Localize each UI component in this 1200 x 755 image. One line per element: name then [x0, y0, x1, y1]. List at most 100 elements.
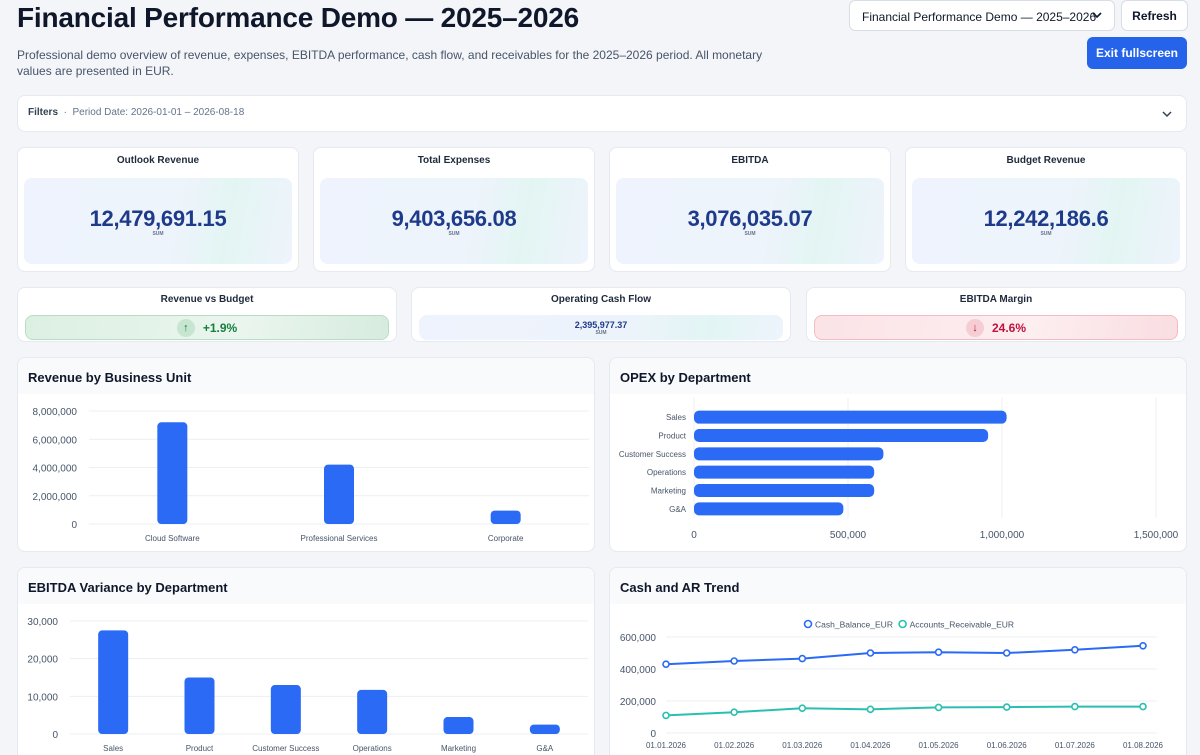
data-point	[798, 654, 807, 663]
kpi-agg: SUM	[152, 231, 164, 237]
y-tick-label: 0	[52, 730, 58, 741]
arrow-down-icon: ↓	[965, 318, 984, 337]
opex-bar-chart: 0 500,000 1,000,000 1,500,000 Sales Product Cu…	[619, 398, 1179, 541]
x-tick-label: 01.03.2026	[782, 741, 823, 750]
x-tick-label: Product	[186, 744, 214, 753]
y-tick-label: Operations	[647, 468, 686, 477]
x-tick-label: 01.08.2026	[1123, 741, 1164, 750]
bar	[694, 502, 844, 516]
exit-fullscreen-button[interactable]: Exit fullscreen	[1087, 37, 1187, 69]
series-line	[665, 644, 1144, 666]
data-point	[1139, 642, 1147, 650]
y-tick-label: Sales	[666, 413, 686, 422]
y-tick-label: Marketing	[651, 487, 686, 496]
x-tick-label: 1,500,000	[1134, 530, 1179, 541]
bar	[324, 464, 354, 524]
chevron-down-icon	[1092, 12, 1102, 19]
data-point	[1071, 646, 1079, 654]
bar	[694, 484, 875, 497]
chevron-down-icon[interactable]	[1160, 107, 1174, 121]
y-tick-label: 200,000	[620, 697, 657, 708]
filters-label: Filters	[28, 107, 59, 118]
series-line	[665, 705, 1143, 717]
kpi-panel: 9,403,656.08 SUM	[320, 178, 588, 264]
data-point	[730, 708, 738, 716]
kpi-outlook-revenue: Outlook Revenue 12,479,691.15 SUM	[17, 147, 299, 272]
filters-summary: Period Date: 2026-01-01 – 2026-08-18	[72, 107, 245, 118]
kpi-label: Outlook Revenue	[116, 155, 200, 166]
kpi-label: Operating Cash Flow	[550, 294, 651, 305]
data-point	[662, 711, 670, 720]
data-point	[662, 660, 670, 668]
bar	[98, 630, 129, 734]
data-point	[866, 705, 875, 714]
y-tick-label: Product	[658, 432, 686, 441]
page-title: Financial Performance Demo — 2025–2026	[17, 2, 580, 33]
chart-ebitda-variance: EBITDA Variance by Department 30,000 20,0…	[17, 567, 595, 755]
kpi-trend-pill: ↑ +1.9%	[25, 315, 389, 340]
y-tick-label: 400,000	[620, 665, 657, 676]
kpi-value: +1.9%	[202, 320, 238, 335]
x-tick-label: Corporate	[488, 534, 524, 543]
kpi-panel: 12,242,186.6 SUM	[912, 178, 1180, 264]
legend-label: Accounts_Receivable_EUR	[910, 620, 1014, 630]
kpi-operating-cash-flow: Operating Cash Flow 2,395,977.37 SUM	[411, 287, 791, 342]
x-tick-label: 01.02.2026	[714, 741, 755, 750]
x-tick-label: Sales	[103, 744, 123, 753]
dashboard-select-value: Financial Performance Demo — 2025–2026	[862, 10, 1097, 24]
bar	[184, 677, 215, 734]
kpi-value: 12,479,691.15	[89, 206, 227, 231]
data-point	[934, 703, 943, 712]
data-point	[1139, 702, 1147, 711]
revenue-bar-chart: 8,000,000 6,000,000 4,000,000 2,000,000 0 Clo…	[33, 407, 589, 543]
chart-title: OPEX by Department	[610, 358, 1186, 394]
y-tick-label: 600,000	[620, 633, 657, 644]
kpi-value: 9,403,656.08	[391, 206, 517, 231]
x-tick-label: 0	[691, 530, 697, 541]
y-tick-label: 0	[650, 729, 656, 740]
filters-separator: ·	[60, 107, 73, 118]
kpi-ebitda: EBITDA 3,076,035.07 SUM	[609, 147, 891, 272]
chart-title: EBITDA Variance by Department	[18, 568, 594, 604]
x-tick-label: 1,000,000	[980, 530, 1025, 541]
data-point	[934, 648, 943, 656]
kpi-agg: SUM	[1040, 231, 1052, 237]
bar	[490, 510, 521, 524]
kpi-label: EBITDA	[731, 155, 769, 166]
y-tick-label: 0	[71, 520, 77, 531]
legend-label: Cash_Balance_EUR	[815, 620, 893, 630]
chart-opex-by-department: OPEX by Department 0 500,000 1,000,000 1,50…	[609, 357, 1187, 552]
x-tick-label: 01.04.2026	[850, 741, 891, 750]
x-tick-label: 01.01.2026	[646, 741, 687, 750]
kpi-value: 24.6%	[991, 320, 1027, 335]
kpi-agg: SUM	[595, 329, 607, 336]
data-point	[730, 657, 738, 665]
dashboard-select[interactable]: Financial Performance Demo — 2025–2026	[849, 0, 1115, 31]
x-tick-label: Operations	[353, 744, 392, 753]
y-tick-label: G&A	[669, 505, 687, 514]
x-tick-label: 01.06.2026	[987, 741, 1028, 750]
chart-cash-ar-trend: Cash and AR Trend 600,000 400,000 200,000 0…	[609, 567, 1187, 755]
filters-bar[interactable]: Filters · Period Date: 2026-01-01 – 2026…	[17, 95, 1187, 132]
y-tick-label: Customer Success	[619, 450, 686, 459]
ebitda-variance-bar-chart: 30,000 20,000 10,000 0 Sales Product Customer …	[27, 617, 588, 753]
data-point	[798, 704, 807, 712]
x-tick-label: Customer Success	[252, 744, 319, 753]
kpi-panel: 3,076,035.07 SUM	[616, 178, 884, 264]
y-tick-label: 4,000,000	[33, 464, 78, 475]
kpi-panel: 2,395,977.37 SUM	[419, 315, 783, 340]
legend-marker	[898, 619, 907, 629]
kpi-revenue-vs-budget: Revenue vs Budget ↑ +1.9%	[17, 287, 397, 342]
x-tick-label: 01.05.2026	[919, 741, 960, 750]
kpi-budget-revenue: Budget Revenue 12,242,186.6 SUM	[905, 147, 1187, 272]
y-tick-label: 2,000,000	[33, 492, 78, 503]
bar	[694, 447, 884, 461]
kpi-total-expenses: Total Expenses 9,403,656.08 SUM	[313, 147, 595, 272]
data-point	[1002, 649, 1011, 657]
x-tick-label: 500,000	[830, 530, 867, 541]
bar	[270, 685, 301, 734]
refresh-button[interactable]: Refresh	[1121, 0, 1188, 31]
x-tick-label: Professional Services	[301, 534, 378, 543]
kpi-value: 12,242,186.6	[983, 206, 1109, 231]
x-tick-label: Marketing	[441, 744, 476, 753]
